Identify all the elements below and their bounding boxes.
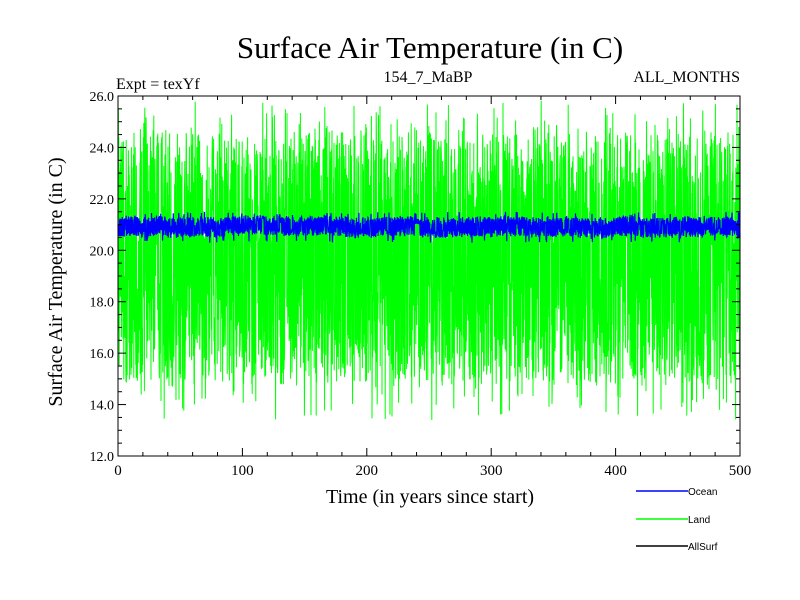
y-axis-label: Surface Air Temperature (in C) bbox=[45, 157, 67, 406]
y-tick-label: 16.0 bbox=[90, 347, 115, 362]
y-tick-label: 12.0 bbox=[90, 450, 115, 465]
series-land bbox=[117, 100, 741, 421]
y-tick-label: 20.0 bbox=[90, 244, 115, 259]
x-tick-label: 200 bbox=[356, 463, 379, 479]
legend-label-ocean: Ocean bbox=[688, 487, 717, 498]
legend: Ocean Land AllSurf bbox=[636, 487, 718, 553]
series-line-ocean bbox=[117, 211, 741, 243]
series-line-land bbox=[117, 100, 741, 421]
y-tick-label: 26.0 bbox=[90, 90, 115, 105]
period-label: 154_7_MaBP bbox=[384, 69, 473, 86]
x-tick-label: 100 bbox=[231, 463, 254, 479]
legend-label-land: Land bbox=[688, 515, 710, 526]
y-tick-label: 22.0 bbox=[90, 193, 115, 208]
legend-label-allsurf: AllSurf bbox=[688, 542, 718, 553]
y-tick-label: 24.0 bbox=[90, 141, 115, 156]
x-tick-label: 300 bbox=[480, 463, 503, 479]
x-tick-label: 500 bbox=[729, 463, 752, 479]
y-tick-label: 18.0 bbox=[90, 296, 115, 311]
x-axis-label: Time (in years since start) bbox=[326, 486, 534, 508]
expt-label: Expt = texYf bbox=[116, 76, 200, 93]
x-tick-label: 400 bbox=[604, 463, 627, 479]
axes: 0 100 200 300 400 500 12.0 14.0 16.0 18.0 20.0 22.0… bbox=[90, 90, 752, 479]
x-tick-label: 0 bbox=[114, 463, 122, 479]
series-ocean bbox=[117, 211, 741, 243]
chart-title: Surface Air Temperature (in C) bbox=[237, 30, 623, 65]
months-label: ALL_MONTHS bbox=[633, 69, 740, 86]
y-tick-label: 14.0 bbox=[90, 399, 115, 414]
